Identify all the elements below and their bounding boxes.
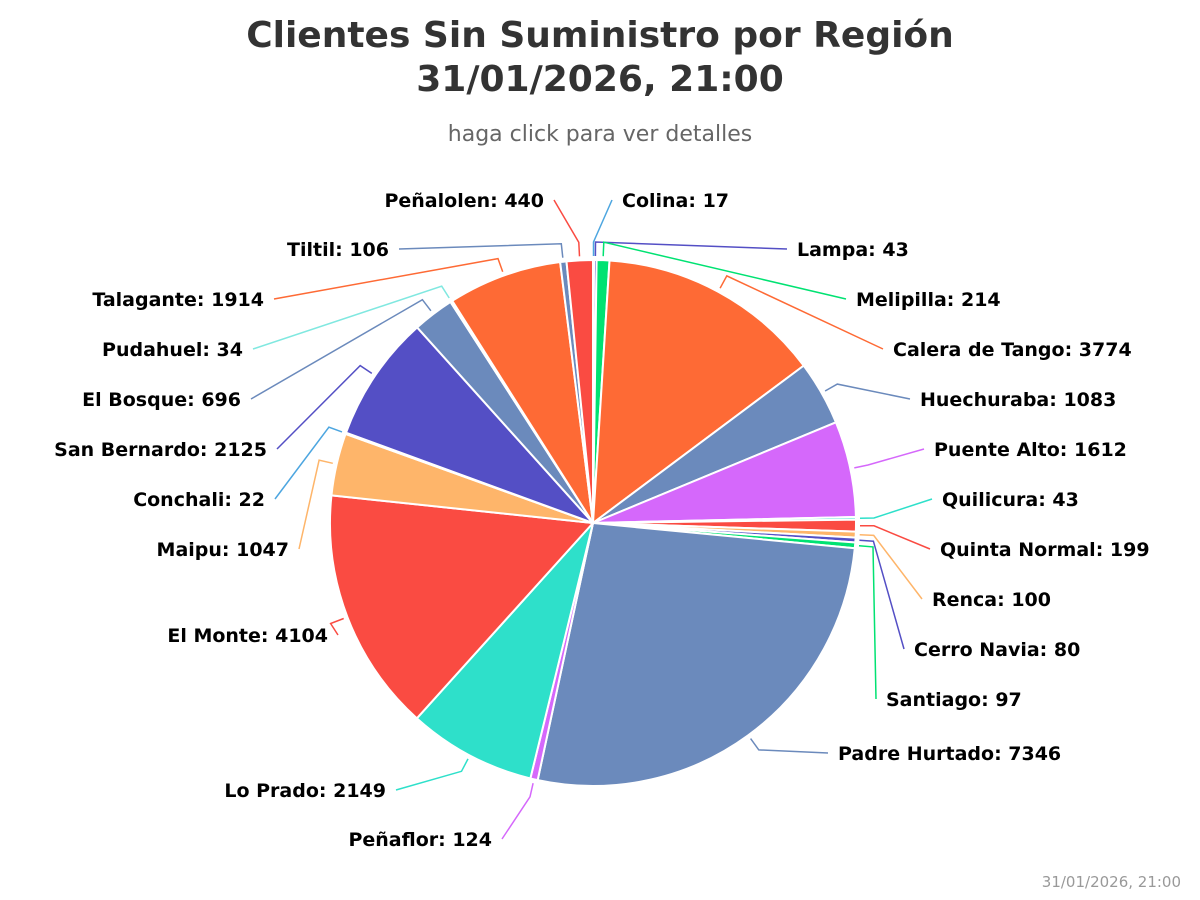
label-renca: Renca: 100 bbox=[932, 589, 1051, 611]
slice-padre-hurtado[interactable] bbox=[536, 522, 856, 787]
connector-penaflor bbox=[501, 783, 534, 840]
timestamp-credit: 31/01/2026, 21:00 bbox=[1041, 873, 1181, 891]
label-talagante: Talagante: 1914 bbox=[92, 289, 264, 311]
connector-santiago bbox=[858, 544, 877, 700]
label-calera-de-tango: Calera de Tango: 3774 bbox=[893, 339, 1132, 361]
label-lampa: Lampa: 43 bbox=[797, 239, 909, 261]
connector-tiltil bbox=[398, 243, 564, 258]
label-pudahuel: Pudahuel: 34 bbox=[102, 339, 243, 361]
label-cerro-navia: Cerro Navia: 80 bbox=[914, 639, 1080, 661]
label-penalolen: Peñalolen: 440 bbox=[384, 190, 544, 212]
connector-renca bbox=[859, 534, 923, 600]
label-el-bosque: El Bosque: 696 bbox=[82, 389, 241, 411]
chart-subtitle: haga click para ver detalles bbox=[447, 122, 753, 147]
slice-penalolen[interactable] bbox=[565, 259, 594, 524]
connector-huechuraba bbox=[824, 383, 911, 400]
connector-quinta-normal bbox=[859, 524, 931, 550]
label-santiago: Santiago: 97 bbox=[886, 689, 1022, 711]
pie-slices bbox=[329, 258, 858, 787]
slice-talagante[interactable] bbox=[451, 261, 594, 524]
label-maipu: Maipu: 1047 bbox=[157, 539, 289, 561]
connector-melipilla bbox=[602, 241, 847, 300]
pie-connectors bbox=[250, 199, 933, 840]
label-huechuraba: Huechuraba: 1083 bbox=[920, 389, 1116, 411]
label-puente-alto: Puente Alto: 1612 bbox=[934, 439, 1127, 461]
chart-title-line2: 31/01/2026, 21:00 bbox=[416, 59, 784, 100]
connector-el-bosque bbox=[250, 298, 432, 400]
connector-padre-hurtado bbox=[749, 738, 829, 754]
chart-title: Clientes Sin Suministro por Región 31/01… bbox=[0, 14, 1200, 102]
label-el-monte: El Monte: 4104 bbox=[167, 625, 328, 647]
connector-conchali bbox=[274, 426, 343, 500]
connector-puente-alto bbox=[854, 448, 925, 469]
pie-labels: Colina: 17 Lampa: 43 Melipilla: 214 Calera … bbox=[54, 190, 1149, 851]
label-penaflor: Peñaflor: 124 bbox=[348, 829, 492, 851]
label-padre-hurtado: Padre Hurtado: 7346 bbox=[838, 743, 1061, 765]
slice-lo-prado[interactable] bbox=[415, 522, 594, 780]
connector-talagante bbox=[273, 257, 504, 300]
connector-penalolen bbox=[553, 199, 581, 257]
connector-san-bernardo bbox=[276, 364, 373, 450]
connector-pudahuel bbox=[252, 285, 450, 350]
connector-colina bbox=[592, 199, 613, 256]
chart-title-line1: Clientes Sin Suministro por Región bbox=[246, 15, 954, 56]
slice-el-monte[interactable] bbox=[329, 494, 594, 720]
label-tiltil: Tiltil: 106 bbox=[287, 239, 389, 261]
label-quilicura: Quilicura: 43 bbox=[942, 489, 1079, 511]
connector-maipu bbox=[298, 459, 333, 550]
slice-san-bernardo[interactable] bbox=[345, 326, 594, 524]
label-lo-prado: Lo Prado: 2149 bbox=[224, 780, 386, 802]
slice-calera-de-tango[interactable] bbox=[592, 259, 805, 524]
connector-lampa bbox=[594, 241, 788, 257]
connector-quilicura bbox=[859, 498, 933, 519]
label-quinta-normal: Quinta Normal: 199 bbox=[940, 539, 1150, 561]
label-conchali: Conchali: 22 bbox=[133, 489, 265, 511]
label-colina: Colina: 17 bbox=[622, 190, 729, 212]
connector-el-monte bbox=[329, 617, 344, 636]
connector-lo-prado bbox=[395, 758, 469, 791]
label-san-bernardo: San Bernardo: 2125 bbox=[54, 439, 267, 461]
label-melipilla: Melipilla: 214 bbox=[856, 289, 1001, 311]
connector-cerro-navia bbox=[859, 539, 905, 650]
connector-calera-de-tango bbox=[719, 274, 884, 350]
